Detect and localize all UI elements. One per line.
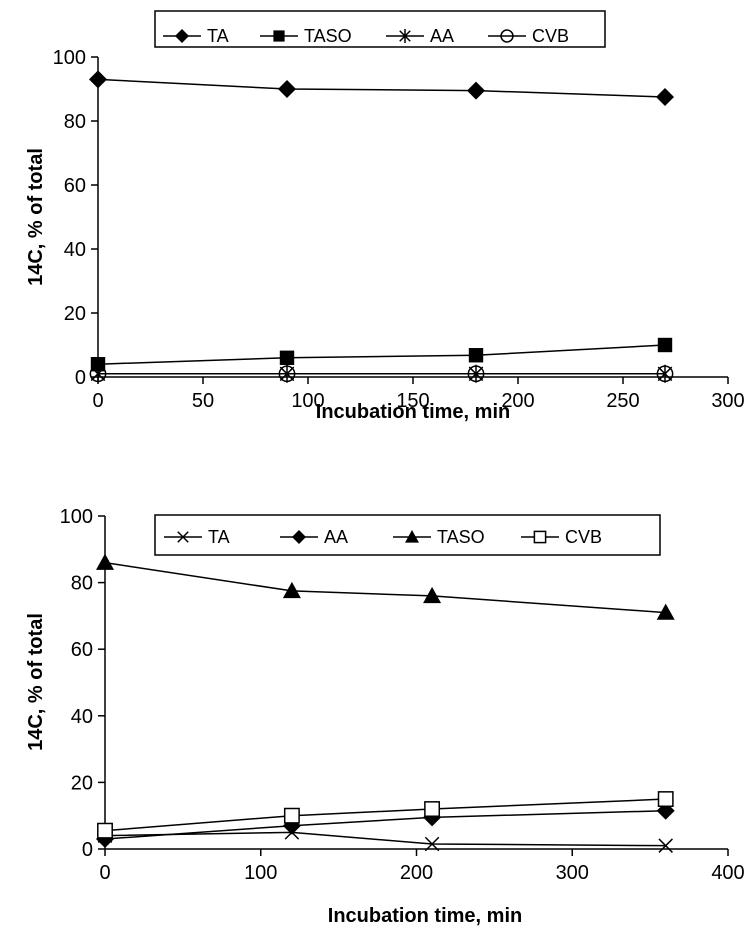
chart-1: TA TASO AA CVB 0 20 40 60 80 100 0 50 100 150 200 250… <box>25 10 745 423</box>
chart1-xtick-label: 50 <box>192 390 214 412</box>
chart2-series <box>96 553 675 853</box>
chart1-legend-marker-aa <box>399 29 411 43</box>
chart1-series-taso-point <box>468 348 484 363</box>
chart1-x-ticks: 0 50 100 150 200 250 300 <box>92 377 745 412</box>
chart2-series-cvb-line <box>104 798 666 832</box>
chart2-series-taso-point <box>656 603 675 620</box>
chart2-legend-marker-taso <box>405 530 419 543</box>
chart2-ylabel: 14C, % of total <box>25 613 47 751</box>
chart2-x-ticks: 0 100 200 300 400 <box>99 849 745 884</box>
chart1-series-ta-line <box>97 78 666 98</box>
chart2-legend-item-cvb: CVB <box>521 527 602 547</box>
chart1-ytick-label: 60 <box>64 175 86 197</box>
chart1-series-taso-point <box>279 350 295 365</box>
chart2-ytick-label: 0 <box>82 839 93 861</box>
chart1-xtick-label: 150 <box>396 390 429 412</box>
chart1-xtick-label: 0 <box>92 390 103 412</box>
chart2-xtick-label: 400 <box>711 862 744 884</box>
chart2-ytick-label: 100 <box>60 506 93 528</box>
chart2-ytick-label: 80 <box>71 573 93 595</box>
chart2-xtick-label: 200 <box>400 862 433 884</box>
chart1-series <box>89 70 674 383</box>
chart1-series-cvb-point <box>278 365 296 383</box>
chart1-series-taso-line <box>97 344 666 365</box>
chart1-ylabel: 14C, % of total <box>25 148 47 286</box>
chart1-series-ta-point <box>89 70 107 89</box>
chart1-legend-marker-cvb <box>500 29 514 43</box>
chart1-ytick-label: 80 <box>64 111 86 133</box>
chart2-legend-label-ta: TA <box>208 527 230 547</box>
chart1-series-ta-point <box>656 88 674 106</box>
chart2-legend-label-cvb: CVB <box>565 527 602 547</box>
chart2-series-cvb-point <box>424 801 441 817</box>
chart1-legend-marker-taso <box>273 30 285 42</box>
chart2-xtick-label: 0 <box>99 862 110 884</box>
chart2-ytick-label: 60 <box>71 639 93 661</box>
chart1-xtick-label: 300 <box>711 390 744 412</box>
chart1-series-ta-point <box>278 80 296 98</box>
chart1-xtick-label: 200 <box>501 390 534 412</box>
chart2-legend-item-aa: AA <box>280 527 348 547</box>
chart2-ytick-label: 40 <box>71 706 93 728</box>
chart2-series-cvb-point <box>657 791 674 807</box>
chart1-xtick-label: 100 <box>291 390 324 412</box>
chart2-series-cvb-point <box>97 822 113 839</box>
chart1-series-cvb-point <box>89 365 107 383</box>
chart1-legend-item-ta: TA <box>163 26 229 46</box>
chart2-series-ta-point <box>658 838 673 853</box>
chart2-series-taso-line <box>104 561 666 614</box>
chart2-legend: TA AA TASO CVB <box>164 527 602 547</box>
chart1-legend-label-taso: TASO <box>304 26 352 46</box>
chart2-series-taso-point <box>96 553 114 570</box>
chart2-legend-item-taso: TASO <box>393 527 485 547</box>
chart1-xlabel: Incubation time, min <box>316 401 510 423</box>
chart1-legend-label-aa: AA <box>430 26 454 46</box>
chart1-ytick-label: 20 <box>64 303 86 325</box>
chart2-legend-marker-cvb <box>533 530 547 544</box>
chart1-series-taso-point <box>657 337 673 353</box>
chart2-y-ticks: 0 20 40 60 80 100 <box>60 506 105 861</box>
chart1-series-ta-point <box>467 81 485 100</box>
chart2-xlabel: Incubation time, min <box>328 905 522 927</box>
chart1-y-ticks: 0 20 40 60 80 100 <box>53 47 98 389</box>
chart2-legend-item-ta: TA <box>164 527 230 547</box>
chart2-series-taso-point <box>423 586 442 604</box>
chart2-xtick-label: 300 <box>556 862 589 884</box>
chart1-legend-label-cvb: CVB <box>532 26 569 46</box>
chart1-ytick-label: 40 <box>64 239 86 261</box>
chart1-legend-label-ta: TA <box>207 26 229 46</box>
chart2-xtick-label: 100 <box>244 862 277 884</box>
chart1-legend-item-cvb: CVB <box>488 26 569 46</box>
chart2-legend-marker-aa <box>292 530 306 544</box>
chart2-series-aa-line <box>104 809 666 840</box>
chart2-series-cvb-point <box>283 807 300 824</box>
chart2-legend-label-taso: TASO <box>437 527 485 547</box>
chart2-series-ta-point <box>424 836 440 852</box>
chart2-legend-label-aa: AA <box>324 527 348 547</box>
chart2-series-taso-point <box>282 581 301 599</box>
chart1-legend-marker-ta <box>175 29 189 43</box>
chart1-legend: TA TASO AA CVB <box>163 26 569 46</box>
chart1-legend-item-taso: TASO <box>260 26 352 46</box>
chart2-ytick-label: 20 <box>71 772 93 794</box>
chart1-series-cvb-point <box>467 365 485 383</box>
chart1-legend-item-aa: AA <box>386 26 454 46</box>
chart2-legend-marker-ta <box>177 531 189 543</box>
chart1-ytick-label: 0 <box>75 367 86 389</box>
chart1-series-cvb-point <box>656 365 674 383</box>
chart2-legend-box <box>154 514 661 556</box>
chart1-legend-box <box>154 10 606 48</box>
chart-2: TA AA TASO CVB 0 20 40 60 80 100 0 100 200 300 400 1… <box>25 506 745 927</box>
chart1-xtick-label: 250 <box>606 390 639 412</box>
chart2-series-ta-line <box>104 831 666 847</box>
chart1-ytick-label: 100 <box>53 47 86 69</box>
